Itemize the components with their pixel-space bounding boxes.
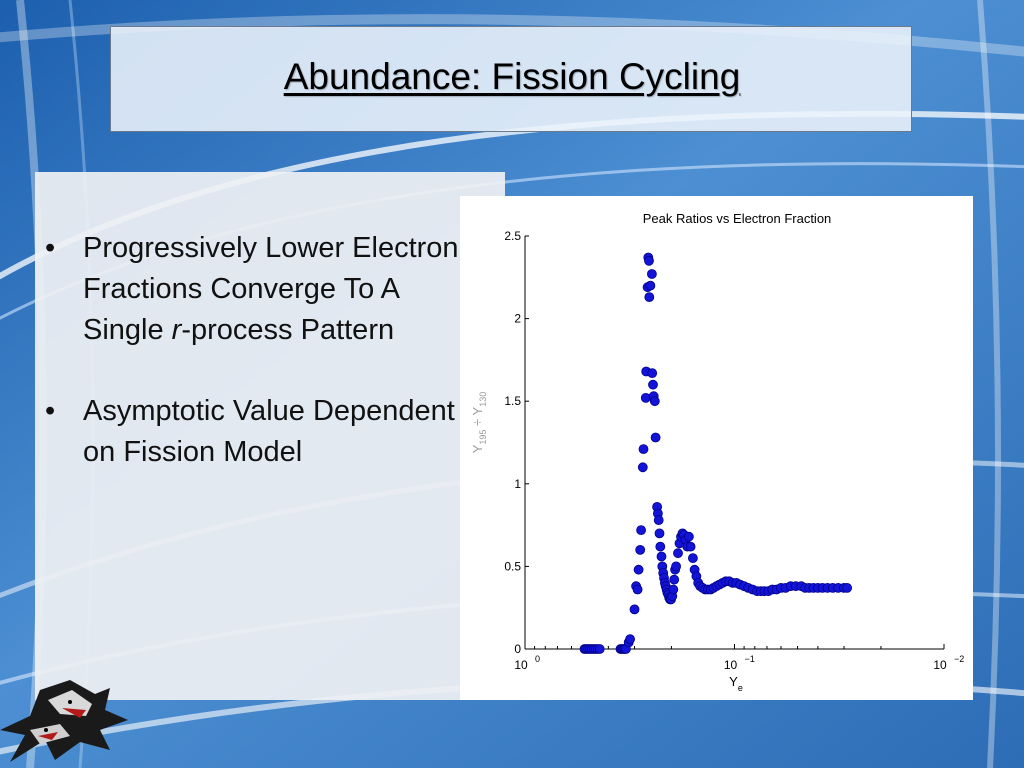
y-axis-label: Y195 ÷ Y130 xyxy=(470,392,488,454)
y-tick-label: 2.5 xyxy=(504,229,521,243)
x-axis-label-main: Y xyxy=(729,674,738,689)
y-axis-label-part: ÷ Y xyxy=(470,406,485,429)
chart-panel xyxy=(460,196,973,700)
y-axis-label-part: Y xyxy=(470,444,485,453)
data-point xyxy=(644,292,655,302)
data-point xyxy=(629,604,640,615)
data-point xyxy=(654,528,665,539)
data-point xyxy=(647,368,658,379)
data-point xyxy=(683,531,694,542)
y-tick-label: 0 xyxy=(514,642,521,656)
x-tick-exponent: −1 xyxy=(745,654,755,664)
chart-points xyxy=(579,252,853,654)
content-panel xyxy=(35,172,505,700)
data-point xyxy=(653,515,664,526)
data-point xyxy=(638,444,649,455)
y-axis-label-part: 130 xyxy=(478,392,488,407)
bullet-item: • Asymptotic Value Dependent on Fission … xyxy=(45,391,465,473)
x-tick-label: 10 xyxy=(933,658,947,672)
title-box xyxy=(110,26,912,132)
x-tick-exponent: −2 xyxy=(954,654,964,664)
data-point xyxy=(635,544,646,555)
bullet-text-part: Asymptotic Value Dependent on Fission Mo… xyxy=(83,395,455,468)
slide-title: Abundance: Fission Cycling xyxy=(283,56,741,97)
data-point xyxy=(671,561,682,572)
x-tick-exponent: 0 xyxy=(535,654,540,664)
data-point xyxy=(633,564,644,575)
data-point xyxy=(842,582,853,593)
y-tick-label: 1.5 xyxy=(504,394,521,408)
bullet-text-part: -process Pattern xyxy=(181,314,395,346)
scatter-chart: Peak Ratios vs Electron Fraction 0 0.5 1 1.… xyxy=(470,211,964,693)
data-point xyxy=(648,379,658,390)
data-point xyxy=(669,574,680,585)
data-point xyxy=(625,634,636,645)
data-point xyxy=(656,551,667,562)
data-point xyxy=(644,255,654,266)
wolf-mascot-icon xyxy=(0,680,128,762)
data-point xyxy=(645,280,656,291)
data-point xyxy=(685,541,696,552)
y-axis-label-part: 195 xyxy=(478,430,488,445)
data-point xyxy=(594,644,605,654)
data-point xyxy=(632,584,643,595)
data-point xyxy=(673,548,683,559)
y-tick-label: 2 xyxy=(514,312,521,326)
bullet-text-part: Progressively Lower Electron Fractions C… xyxy=(83,232,459,346)
data-point xyxy=(637,462,648,473)
bullet-item: • Progressively Lower Electron Fractions… xyxy=(45,228,465,351)
bullet-text-italic: r xyxy=(171,314,182,346)
data-point xyxy=(640,392,651,403)
data-point xyxy=(687,553,698,564)
bullet-icon: • xyxy=(45,395,56,427)
data-point xyxy=(649,396,660,407)
data-point xyxy=(636,525,647,536)
chart-axes: 0 0.5 1 1.5 2 2.5 10 0 10 −1 10 −2 xyxy=(504,229,964,672)
data-point xyxy=(650,432,661,443)
chart-title: Peak Ratios vs Electron Fraction xyxy=(643,211,832,226)
x-axis-label: Ye xyxy=(729,674,743,693)
x-tick-label: 10 xyxy=(724,658,738,672)
data-point xyxy=(646,269,657,279)
x-tick-label: 10 xyxy=(514,658,528,672)
y-tick-label: 1 xyxy=(514,477,521,491)
bullet-icon: • xyxy=(45,232,56,264)
bullet-list: • Progressively Lower Electron Fractions… xyxy=(45,228,465,513)
data-point xyxy=(668,584,679,595)
x-axis-label-sub: e xyxy=(738,683,743,693)
y-tick-label: 0.5 xyxy=(504,559,521,573)
data-point xyxy=(655,541,666,552)
